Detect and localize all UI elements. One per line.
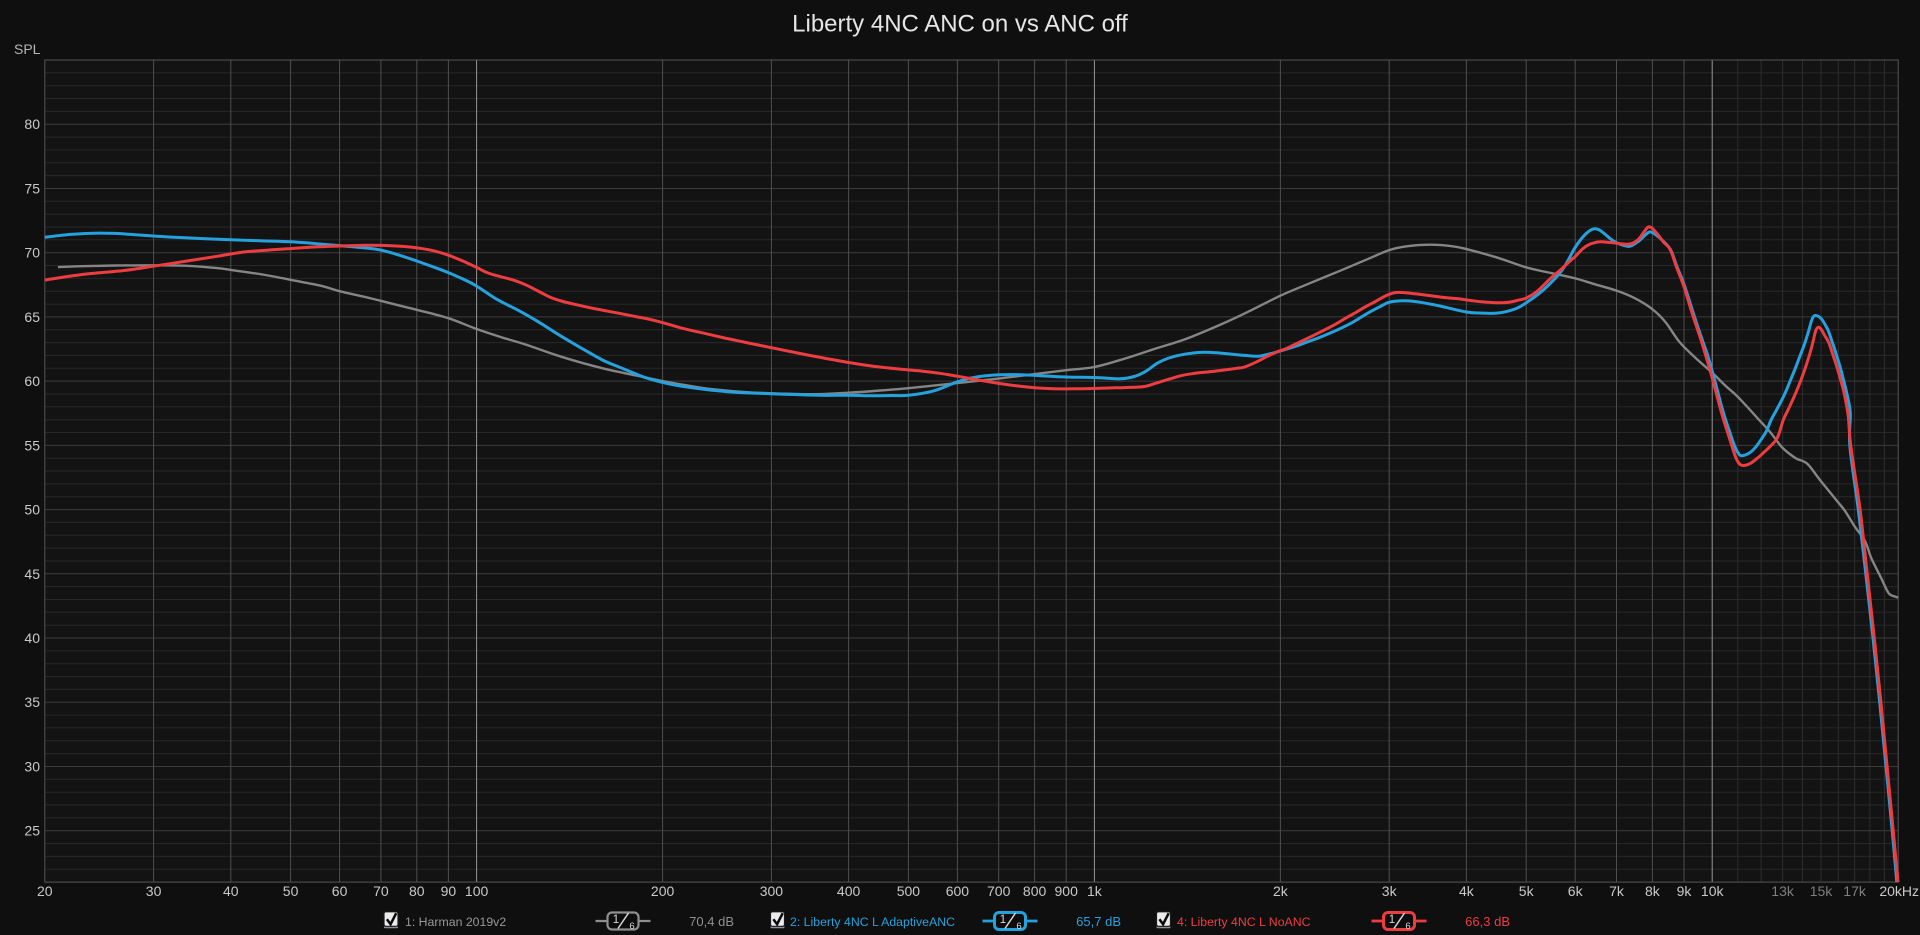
svg-text:4: Liberty 4NC L NoANC: 4: Liberty 4NC L NoANC [1177, 915, 1311, 929]
svg-text:5k: 5k [1519, 883, 1535, 899]
svg-text:60: 60 [24, 373, 40, 389]
svg-text:55: 55 [24, 437, 40, 453]
svg-text:Liberty 4NC ANC on vs ANC off: Liberty 4NC ANC on vs ANC off [792, 11, 1128, 38]
svg-text:6k: 6k [1568, 883, 1584, 899]
svg-text:30: 30 [24, 759, 40, 775]
svg-text:7k: 7k [1609, 883, 1625, 899]
svg-text:800: 800 [1023, 883, 1047, 899]
svg-text:4k: 4k [1459, 883, 1475, 899]
svg-text:900: 900 [1055, 883, 1079, 899]
svg-text:70,4 dB: 70,4 dB [689, 914, 734, 929]
svg-text:SPL: SPL [14, 41, 41, 57]
svg-text:2: Liberty 4NC L AdaptiveANC: 2: Liberty 4NC L AdaptiveANC [790, 915, 955, 929]
svg-text:30: 30 [146, 883, 162, 899]
svg-text:75: 75 [24, 181, 40, 197]
svg-text:35: 35 [24, 694, 40, 710]
svg-text:65,7 dB: 65,7 dB [1076, 914, 1121, 929]
svg-text:9k: 9k [1677, 883, 1693, 899]
svg-text:1: 1 [613, 914, 619, 926]
svg-text:70: 70 [373, 883, 389, 899]
svg-text:1: 1 [1389, 914, 1395, 926]
svg-text:90: 90 [441, 883, 457, 899]
svg-text:2k: 2k [1273, 883, 1289, 899]
svg-text:400: 400 [837, 883, 861, 899]
svg-text:70: 70 [24, 245, 40, 261]
svg-text:8k: 8k [1645, 883, 1661, 899]
svg-text:80: 80 [24, 116, 40, 132]
svg-text:3k: 3k [1382, 883, 1398, 899]
svg-text:50: 50 [283, 883, 299, 899]
svg-text:200: 200 [651, 883, 675, 899]
svg-text:17k: 17k [1843, 883, 1867, 899]
svg-text:13k: 13k [1771, 883, 1795, 899]
svg-text:20: 20 [37, 883, 53, 899]
svg-text:60: 60 [332, 883, 348, 899]
svg-text:66,3 dB: 66,3 dB [1465, 914, 1510, 929]
svg-text:25: 25 [24, 823, 40, 839]
svg-text:600: 600 [946, 883, 970, 899]
svg-text:6: 6 [1016, 921, 1021, 932]
svg-text:45: 45 [24, 566, 40, 582]
svg-text:1: 1 [1000, 914, 1006, 926]
svg-text:40: 40 [24, 630, 40, 646]
svg-text:6: 6 [1405, 921, 1410, 932]
svg-text:80: 80 [409, 883, 425, 899]
svg-text:65: 65 [24, 309, 40, 325]
svg-text:700: 700 [987, 883, 1011, 899]
svg-text:1k: 1k [1087, 883, 1103, 899]
svg-text:50: 50 [24, 502, 40, 518]
svg-text:6: 6 [629, 921, 634, 932]
svg-text:15k: 15k [1810, 883, 1834, 899]
svg-text:500: 500 [897, 883, 921, 899]
svg-text:100: 100 [465, 883, 489, 899]
svg-text:300: 300 [760, 883, 784, 899]
svg-text:1: Harman 2019v2: 1: Harman 2019v2 [405, 915, 506, 929]
svg-text:40: 40 [223, 883, 239, 899]
svg-text:20kHz: 20kHz [1879, 883, 1919, 899]
svg-text:10k: 10k [1701, 883, 1725, 899]
